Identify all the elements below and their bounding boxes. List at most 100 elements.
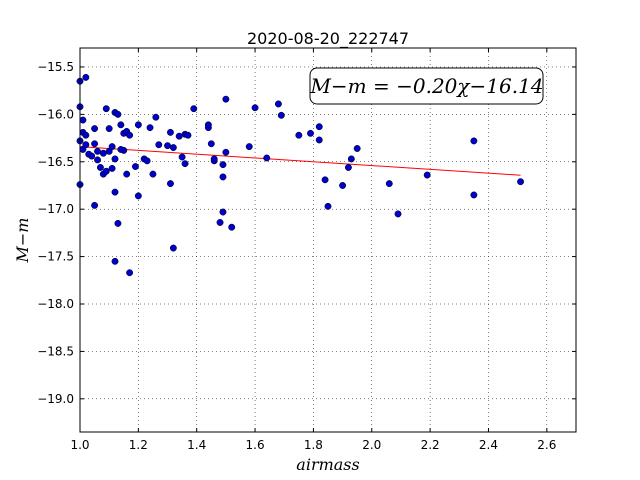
data-point	[222, 148, 230, 156]
data-point	[114, 219, 122, 227]
data-point	[219, 161, 227, 169]
data-point	[228, 223, 236, 231]
data-point	[105, 125, 113, 133]
x-tick-label: 1.6	[246, 438, 265, 452]
data-point	[169, 244, 177, 252]
data-point	[79, 146, 87, 153]
data-point	[96, 164, 104, 171]
x-tick-label: 2.6	[537, 438, 556, 452]
data-point	[102, 167, 110, 175]
data-point	[111, 257, 119, 265]
y-tick-label: −17.5	[37, 250, 74, 264]
data-point	[245, 143, 253, 151]
data-point	[210, 155, 218, 163]
data-point	[94, 156, 101, 164]
data-point	[216, 219, 224, 226]
data-point	[353, 145, 361, 152]
data-point	[99, 149, 107, 157]
y-tick-label: −17.0	[37, 202, 74, 216]
x-axis-ticks: 1.0 1.2 1.4 1.6 1.8 2.0 2.2 2.4 2.6	[70, 48, 556, 452]
data-point	[164, 142, 171, 150]
x-tick-label: 1.4	[187, 438, 206, 452]
data-point	[108, 143, 116, 151]
data-point	[91, 125, 99, 133]
data-point	[517, 178, 525, 186]
grid	[80, 48, 576, 432]
data-point	[347, 155, 355, 163]
data-point	[324, 202, 332, 210]
data-point	[117, 121, 125, 129]
data-point	[321, 176, 329, 184]
y-tick-label: −19.0	[37, 392, 74, 406]
data-point	[274, 100, 282, 108]
data-point	[79, 116, 87, 124]
data-point	[175, 132, 183, 140]
data-point	[181, 160, 189, 168]
data-point	[166, 180, 174, 188]
x-tick-label: 1.2	[129, 438, 148, 452]
plot-frame	[79, 47, 577, 433]
data-point	[251, 104, 259, 112]
data-point	[470, 137, 478, 145]
y-tick-label: −16.0	[37, 107, 74, 121]
data-point	[385, 180, 393, 188]
y-axis-ticks: −15.5 −16.0 −16.5 −17.0 −17.5 −18.0 −18.5 −19.0	[37, 60, 576, 406]
y-tick-label: −18.5	[37, 344, 74, 358]
data-point	[219, 208, 227, 216]
data-point	[344, 164, 352, 171]
data-point	[123, 170, 131, 178]
x-tick-label: 2.2	[421, 438, 440, 452]
annotation-text: M−m = −0.20χ−16.14	[309, 74, 543, 98]
data-point	[111, 155, 119, 163]
data-point	[108, 164, 116, 172]
data-point	[169, 144, 177, 152]
x-tick-label: 1.0	[70, 438, 89, 452]
data-point	[82, 73, 90, 81]
data-point	[134, 192, 142, 200]
data-point	[126, 131, 134, 139]
data-point	[470, 191, 478, 199]
data-point	[94, 147, 101, 155]
x-tick-label: 2.4	[479, 438, 498, 452]
data-point	[114, 110, 122, 118]
data-point	[88, 152, 96, 160]
data-point	[190, 105, 198, 113]
x-axis-label: airmass	[296, 455, 359, 474]
y-axis-label: M−m	[13, 218, 32, 264]
data-point	[91, 201, 99, 209]
data-point	[277, 111, 285, 119]
x-tick-label: 1.8	[304, 438, 323, 452]
data-point	[315, 123, 323, 131]
data-point	[131, 163, 139, 170]
data-point	[339, 182, 347, 189]
data-point	[263, 154, 271, 162]
fit-line	[79, 146, 521, 176]
data-point	[155, 141, 163, 149]
data-point	[166, 128, 174, 136]
data-point	[295, 131, 303, 139]
data-point	[207, 140, 215, 148]
data-point	[222, 95, 230, 103]
data-point	[134, 121, 142, 129]
data-point	[111, 188, 119, 196]
data-point	[394, 210, 402, 218]
data-point	[82, 131, 90, 139]
data-point	[178, 153, 186, 161]
data-point	[204, 121, 212, 129]
data-point	[423, 171, 431, 179]
y-tick-label: −18.0	[37, 297, 74, 311]
y-tick-label: −16.5	[37, 155, 74, 169]
chart-title: 2020-08-20_222747	[247, 29, 409, 49]
data-point	[143, 157, 151, 165]
data-point	[117, 146, 125, 153]
data-point	[102, 105, 110, 113]
data-point	[152, 113, 160, 121]
data-point	[149, 170, 157, 178]
x-tick-label: 2.0	[362, 438, 381, 452]
data-point	[315, 136, 323, 144]
data-point	[307, 129, 314, 137]
data-point	[91, 140, 99, 148]
fit-annotation: M−m = −0.20χ−16.14	[309, 67, 544, 105]
y-tick-label: −15.5	[37, 60, 74, 74]
